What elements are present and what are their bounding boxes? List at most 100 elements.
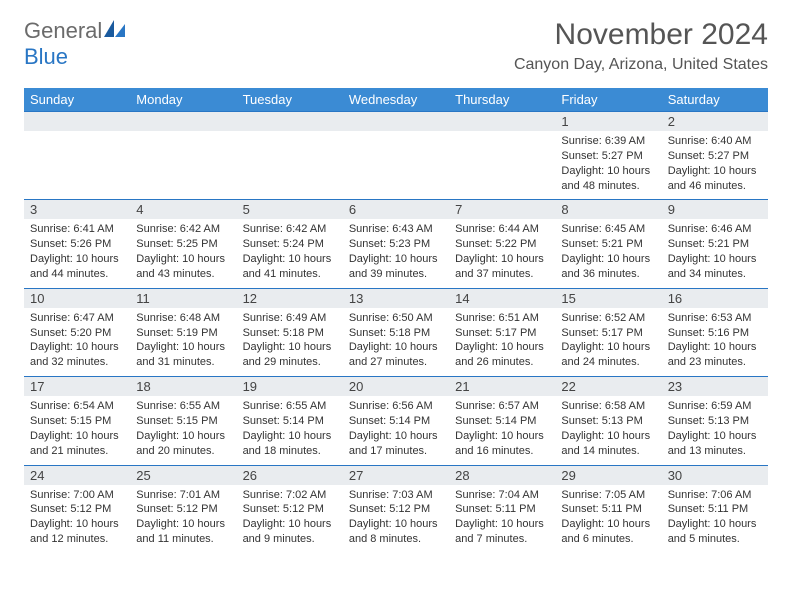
day-content-cell: Sunrise: 6:54 AMSunset: 5:15 PMDaylight:… bbox=[24, 396, 130, 465]
daylight-text: Daylight: 10 hours and 36 minutes. bbox=[561, 252, 655, 282]
sunset-text: Sunset: 5:11 PM bbox=[455, 502, 549, 517]
day-content-cell: Sunrise: 6:56 AMSunset: 5:14 PMDaylight:… bbox=[343, 396, 449, 465]
sunrise-text: Sunrise: 6:47 AM bbox=[30, 311, 124, 326]
day-number: 4 bbox=[136, 202, 143, 217]
day-number: 9 bbox=[668, 202, 675, 217]
day-content-cell: Sunrise: 7:05 AMSunset: 5:11 PMDaylight:… bbox=[555, 485, 661, 553]
day-number: 22 bbox=[561, 379, 575, 394]
sunset-text: Sunset: 5:14 PM bbox=[455, 414, 549, 429]
sunrise-text: Sunrise: 6:55 AM bbox=[243, 399, 337, 414]
daynum-row: 24252627282930 bbox=[24, 465, 768, 485]
sunset-text: Sunset: 5:16 PM bbox=[668, 326, 762, 341]
sunset-text: Sunset: 5:26 PM bbox=[30, 237, 124, 252]
content-row: Sunrise: 6:47 AMSunset: 5:20 PMDaylight:… bbox=[24, 308, 768, 377]
day-content-cell: Sunrise: 6:55 AMSunset: 5:14 PMDaylight:… bbox=[237, 396, 343, 465]
location: Canyon Day, Arizona, United States bbox=[514, 56, 768, 74]
sunset-text: Sunset: 5:12 PM bbox=[349, 502, 443, 517]
daylight-text: Daylight: 10 hours and 5 minutes. bbox=[668, 517, 762, 547]
sunset-text: Sunset: 5:17 PM bbox=[455, 326, 549, 341]
sunrise-text: Sunrise: 6:59 AM bbox=[668, 399, 762, 414]
daynum-row: 12 bbox=[24, 112, 768, 132]
sunset-text: Sunset: 5:23 PM bbox=[349, 237, 443, 252]
sunset-text: Sunset: 5:27 PM bbox=[668, 149, 762, 164]
day-number: 8 bbox=[561, 202, 568, 217]
sunset-text: Sunset: 5:19 PM bbox=[136, 326, 230, 341]
sunrise-text: Sunrise: 7:04 AM bbox=[455, 488, 549, 503]
day-number-cell: 5 bbox=[237, 200, 343, 220]
day-content-cell bbox=[130, 131, 236, 200]
sunset-text: Sunset: 5:13 PM bbox=[561, 414, 655, 429]
day-number: 7 bbox=[455, 202, 462, 217]
day-content-cell: Sunrise: 6:44 AMSunset: 5:22 PMDaylight:… bbox=[449, 219, 555, 288]
sunrise-text: Sunrise: 6:56 AM bbox=[349, 399, 443, 414]
day-number: 5 bbox=[243, 202, 250, 217]
logo: General Blue bbox=[24, 18, 126, 70]
day-number-cell: 13 bbox=[343, 288, 449, 308]
day-number-cell: 1 bbox=[555, 112, 661, 132]
day-content-cell: Sunrise: 6:42 AMSunset: 5:24 PMDaylight:… bbox=[237, 219, 343, 288]
day-number: 15 bbox=[561, 291, 575, 306]
day-content-cell: Sunrise: 6:46 AMSunset: 5:21 PMDaylight:… bbox=[662, 219, 768, 288]
daylight-text: Daylight: 10 hours and 6 minutes. bbox=[561, 517, 655, 547]
daylight-text: Daylight: 10 hours and 27 minutes. bbox=[349, 340, 443, 370]
daylight-text: Daylight: 10 hours and 24 minutes. bbox=[561, 340, 655, 370]
sunrise-text: Sunrise: 6:40 AM bbox=[668, 134, 762, 149]
day-content-cell: Sunrise: 6:53 AMSunset: 5:16 PMDaylight:… bbox=[662, 308, 768, 377]
day-number-cell: 23 bbox=[662, 377, 768, 397]
day-content-cell: Sunrise: 6:57 AMSunset: 5:14 PMDaylight:… bbox=[449, 396, 555, 465]
day-number-cell: 16 bbox=[662, 288, 768, 308]
sunset-text: Sunset: 5:15 PM bbox=[30, 414, 124, 429]
day-number-cell: 7 bbox=[449, 200, 555, 220]
sunrise-text: Sunrise: 6:57 AM bbox=[455, 399, 549, 414]
day-number-cell bbox=[237, 112, 343, 132]
sunset-text: Sunset: 5:27 PM bbox=[561, 149, 655, 164]
weekday-header: Friday bbox=[555, 88, 661, 112]
sunrise-text: Sunrise: 6:53 AM bbox=[668, 311, 762, 326]
sunset-text: Sunset: 5:18 PM bbox=[243, 326, 337, 341]
day-number: 20 bbox=[349, 379, 363, 394]
daylight-text: Daylight: 10 hours and 41 minutes. bbox=[243, 252, 337, 282]
daylight-text: Daylight: 10 hours and 14 minutes. bbox=[561, 429, 655, 459]
content-row: Sunrise: 7:00 AMSunset: 5:12 PMDaylight:… bbox=[24, 485, 768, 553]
sunrise-text: Sunrise: 7:05 AM bbox=[561, 488, 655, 503]
day-number-cell: 18 bbox=[130, 377, 236, 397]
day-content-cell: Sunrise: 6:58 AMSunset: 5:13 PMDaylight:… bbox=[555, 396, 661, 465]
day-number-cell: 20 bbox=[343, 377, 449, 397]
day-number-cell: 19 bbox=[237, 377, 343, 397]
sunrise-text: Sunrise: 6:51 AM bbox=[455, 311, 549, 326]
day-number-cell: 29 bbox=[555, 465, 661, 485]
day-content-cell: Sunrise: 6:55 AMSunset: 5:15 PMDaylight:… bbox=[130, 396, 236, 465]
sunset-text: Sunset: 5:12 PM bbox=[136, 502, 230, 517]
daylight-text: Daylight: 10 hours and 39 minutes. bbox=[349, 252, 443, 282]
daynum-row: 10111213141516 bbox=[24, 288, 768, 308]
weekday-header: Tuesday bbox=[237, 88, 343, 112]
day-content-cell: Sunrise: 6:45 AMSunset: 5:21 PMDaylight:… bbox=[555, 219, 661, 288]
sunset-text: Sunset: 5:22 PM bbox=[455, 237, 549, 252]
sunset-text: Sunset: 5:18 PM bbox=[349, 326, 443, 341]
sunrise-text: Sunrise: 6:44 AM bbox=[455, 222, 549, 237]
day-number-cell: 3 bbox=[24, 200, 130, 220]
day-content-cell: Sunrise: 6:52 AMSunset: 5:17 PMDaylight:… bbox=[555, 308, 661, 377]
day-number: 27 bbox=[349, 468, 363, 483]
sunrise-text: Sunrise: 6:48 AM bbox=[136, 311, 230, 326]
day-number: 19 bbox=[243, 379, 257, 394]
day-content-cell: Sunrise: 6:40 AMSunset: 5:27 PMDaylight:… bbox=[662, 131, 768, 200]
day-number: 28 bbox=[455, 468, 469, 483]
day-content-cell: Sunrise: 7:04 AMSunset: 5:11 PMDaylight:… bbox=[449, 485, 555, 553]
sunset-text: Sunset: 5:21 PM bbox=[561, 237, 655, 252]
day-number-cell: 6 bbox=[343, 200, 449, 220]
day-number: 18 bbox=[136, 379, 150, 394]
day-number: 14 bbox=[455, 291, 469, 306]
day-number-cell: 24 bbox=[24, 465, 130, 485]
day-number-cell: 30 bbox=[662, 465, 768, 485]
day-number: 30 bbox=[668, 468, 682, 483]
day-number: 2 bbox=[668, 114, 675, 129]
sunrise-text: Sunrise: 7:03 AM bbox=[349, 488, 443, 503]
daynum-row: 17181920212223 bbox=[24, 377, 768, 397]
sunrise-text: Sunrise: 6:50 AM bbox=[349, 311, 443, 326]
sunset-text: Sunset: 5:21 PM bbox=[668, 237, 762, 252]
weekday-header: Saturday bbox=[662, 88, 768, 112]
content-row: Sunrise: 6:39 AMSunset: 5:27 PMDaylight:… bbox=[24, 131, 768, 200]
daylight-text: Daylight: 10 hours and 29 minutes. bbox=[243, 340, 337, 370]
day-number: 11 bbox=[136, 291, 150, 306]
